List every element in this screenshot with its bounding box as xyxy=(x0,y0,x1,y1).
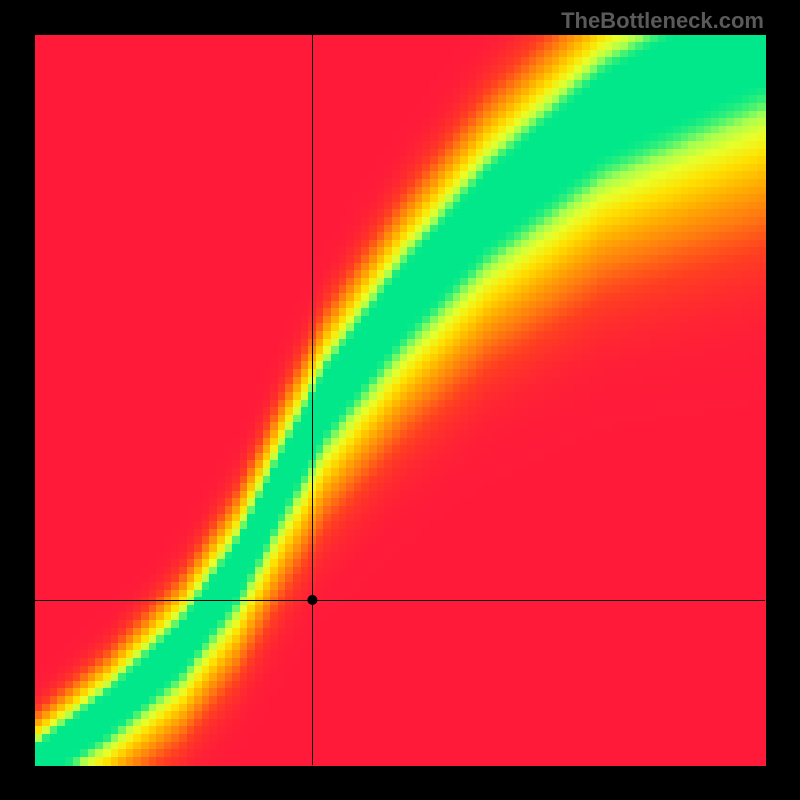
watermark-text: TheBottleneck.com xyxy=(561,8,764,34)
chart-container: TheBottleneck.com xyxy=(0,0,800,800)
bottleneck-heatmap xyxy=(0,0,800,800)
